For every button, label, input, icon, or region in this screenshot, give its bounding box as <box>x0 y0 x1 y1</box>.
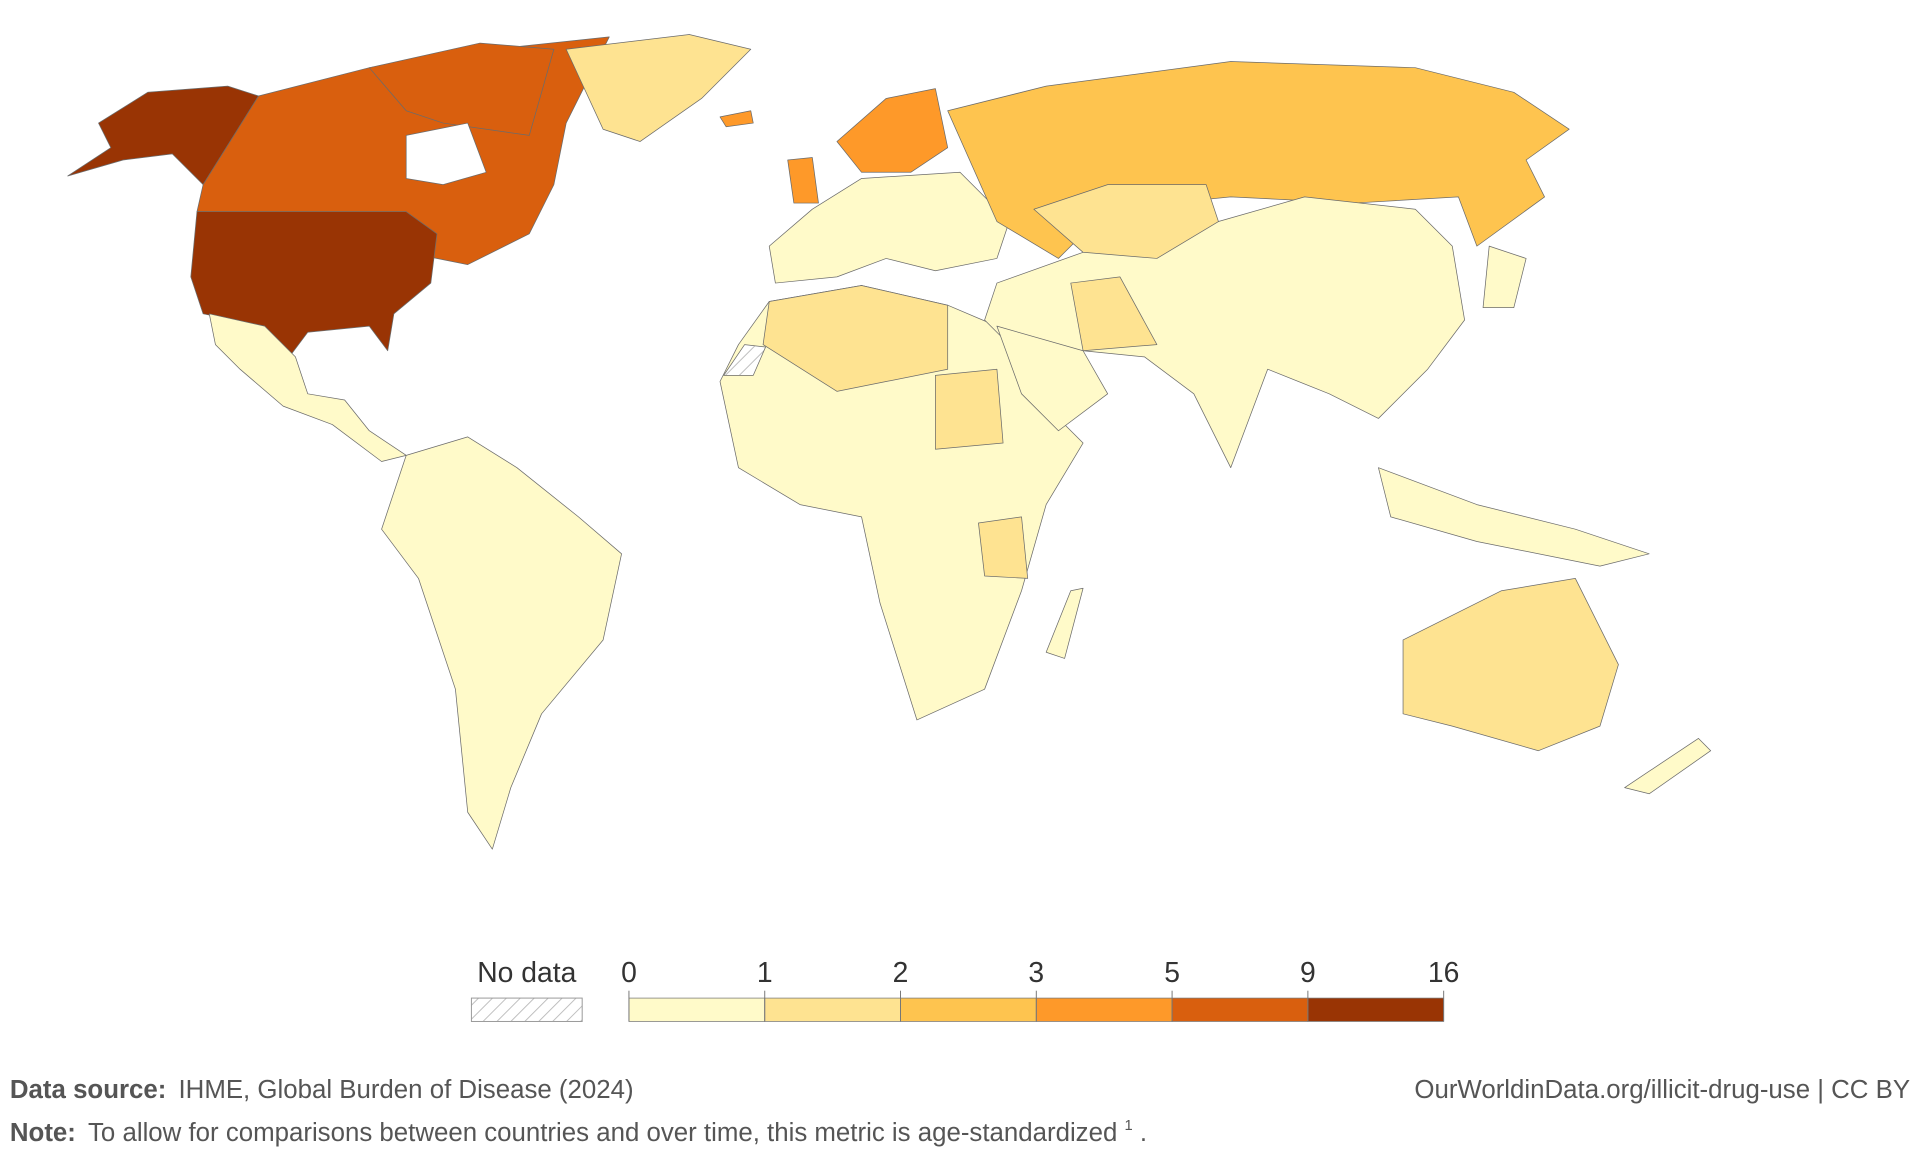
legend-bin <box>1035 997 1173 1022</box>
no-data-label: No data <box>477 956 576 988</box>
note-end: . <box>1140 1119 1147 1147</box>
japan <box>1482 245 1527 309</box>
world-map <box>67 34 1712 850</box>
legend-bin <box>764 997 901 1022</box>
arabia <box>996 325 1109 432</box>
legend-bin <box>1171 997 1309 1022</box>
alaska <box>67 85 259 185</box>
greenland <box>565 34 752 142</box>
tanzania <box>978 516 1029 579</box>
canada-arctic <box>368 42 555 136</box>
iceland <box>719 110 754 128</box>
madagascar <box>1045 587 1084 659</box>
scandinavia <box>836 88 949 173</box>
source-label: Data source: <box>10 1076 166 1104</box>
usa <box>190 211 438 358</box>
legend-tick-label: 16 <box>1428 956 1459 988</box>
uk <box>787 157 819 204</box>
note-line: Note: To allow for comparisons between c… <box>10 1108 1147 1147</box>
legend-bin <box>1307 997 1445 1022</box>
legend-tick-label: 2 <box>893 956 909 988</box>
australia <box>1402 578 1619 752</box>
note-footnote: 1 <box>1125 1118 1133 1134</box>
sudan <box>935 368 1004 450</box>
new-zealand <box>1624 738 1712 795</box>
kazakhstan <box>1033 184 1219 259</box>
legend-tick-label: 1 <box>757 956 773 988</box>
iran <box>1070 276 1158 352</box>
north-africa <box>762 285 949 392</box>
europe <box>768 171 1010 284</box>
southeast-asia <box>1378 467 1650 567</box>
legend: 0 1 2 3 5 9 16 <box>621 956 1459 1022</box>
source-line: Data source: IHME, Global Burden of Dise… <box>10 1076 634 1104</box>
legend-tick-label: 0 <box>621 956 637 988</box>
legend-tick-label: 5 <box>1164 956 1180 988</box>
legend-tick-label: 9 <box>1300 956 1316 988</box>
south-america <box>381 436 622 850</box>
hudson-bay <box>405 122 487 185</box>
credit: OurWorldinData.org/illicit-drug-use | CC… <box>1414 1076 1910 1104</box>
no-data-swatch <box>470 997 583 1022</box>
source-text: IHME, Global Burden of Disease (2024) <box>178 1076 633 1104</box>
legend-bin <box>628 997 766 1022</box>
note-text: To allow for comparisons between countri… <box>88 1119 1117 1147</box>
legend-bin <box>900 997 1037 1022</box>
western-sahara <box>723 344 766 376</box>
legend-tick-label: 3 <box>1028 956 1044 988</box>
note-label: Note: <box>10 1119 76 1147</box>
